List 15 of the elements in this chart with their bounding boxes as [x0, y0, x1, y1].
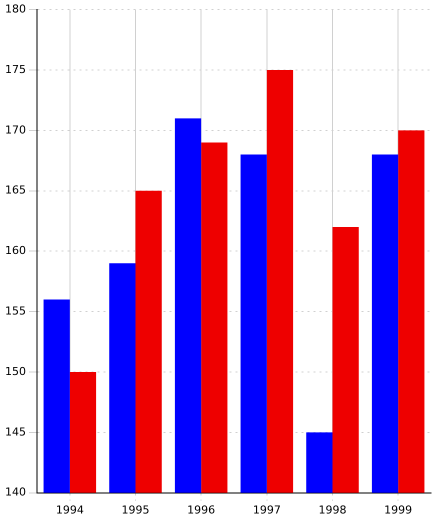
x-tick-label: 1999	[384, 503, 412, 516]
y-tick-label: 155	[4, 304, 26, 318]
y-tick-label: 160	[4, 244, 26, 258]
y-tick-label: 170	[4, 123, 26, 136]
y-tick-label: 180	[4, 2, 26, 16]
x-tick-label: 1997	[252, 503, 281, 516]
y-tick-label: 150	[4, 364, 26, 378]
x-tick-label: 1995	[121, 503, 150, 516]
x-tick-label: 1996	[187, 503, 216, 516]
y-tick-label: 175	[4, 62, 26, 76]
y-tick-label: 140	[4, 486, 26, 499]
y-tick-label: 145	[4, 425, 26, 438]
x-tick-label: 1994	[56, 503, 84, 516]
y-tick-label: 165	[4, 184, 26, 197]
x-tick-label: 1998	[318, 503, 346, 516]
